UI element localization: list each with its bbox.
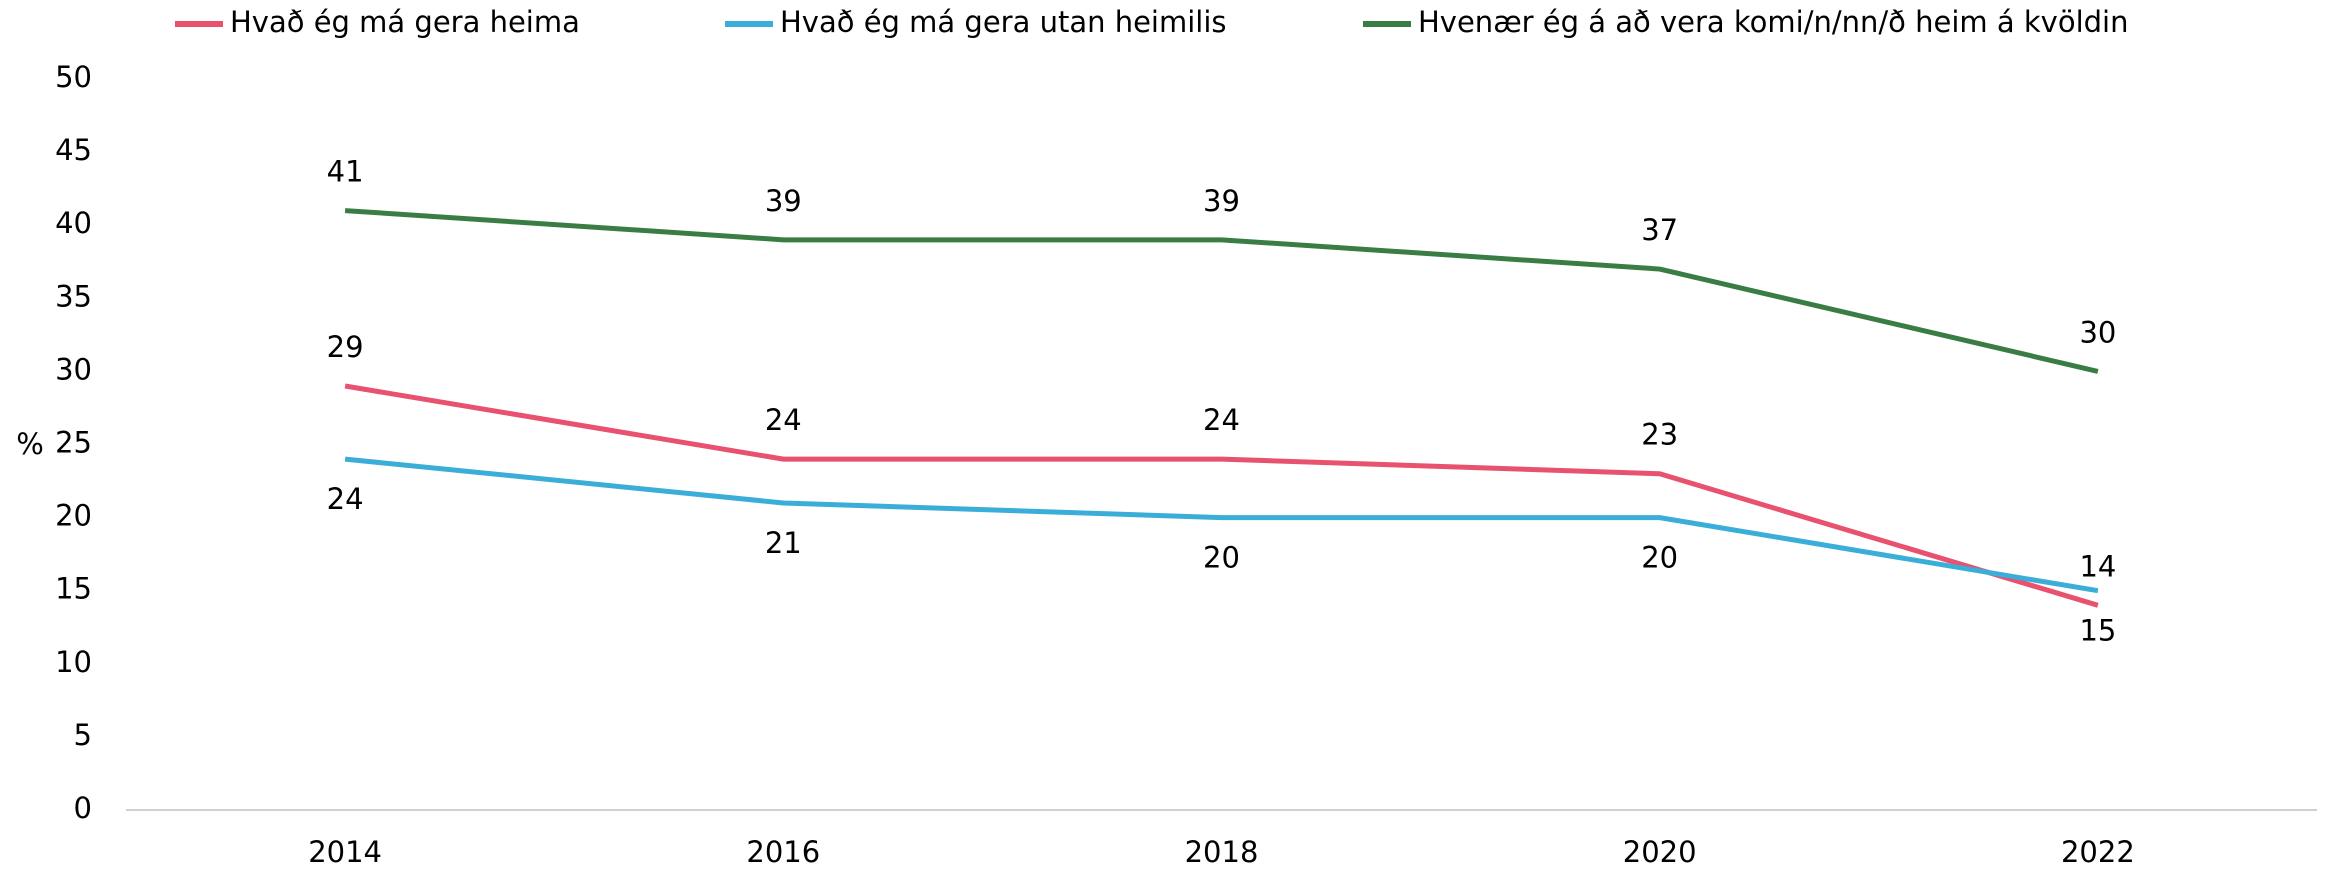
data-label: 24 — [1203, 403, 1240, 437]
x-tick-label: 2018 — [1185, 835, 1259, 869]
data-label: 24 — [765, 403, 802, 437]
y-tick-label: 0 — [74, 791, 92, 825]
y-tick-label: 5 — [74, 718, 92, 752]
series-line — [344, 208, 2099, 374]
x-tick-label: 2014 — [308, 835, 382, 869]
data-label: 39 — [765, 184, 802, 218]
series-line — [344, 383, 2099, 608]
y-tick-label: 20 — [55, 499, 92, 533]
y-tick-label: 45 — [55, 133, 92, 167]
data-label: 21 — [765, 526, 802, 560]
data-label: 24 — [327, 482, 364, 516]
y-tick-label: 25 — [55, 426, 92, 460]
x-tick-label: 2022 — [2061, 835, 2135, 869]
data-label: 30 — [2079, 315, 2116, 349]
data-label: 29 — [327, 330, 364, 364]
data-label: 41 — [327, 155, 364, 189]
y-tick-label: 15 — [55, 572, 92, 606]
x-tick-label: 2020 — [1623, 835, 1697, 869]
data-label: 20 — [1641, 541, 1678, 575]
y-tick-label: 30 — [55, 352, 92, 386]
data-label: 14 — [2079, 549, 2116, 583]
data-label: 15 — [2079, 614, 2116, 648]
x-tick-label: 2016 — [746, 835, 820, 869]
y-axis-label: % — [16, 427, 44, 461]
series-line — [344, 456, 2099, 594]
y-tick-label: 40 — [55, 206, 92, 240]
y-tick-label: 35 — [55, 279, 92, 313]
legend-label: Hvað ég má gera utan heimilis — [780, 5, 1227, 39]
y-tick-label: 10 — [55, 645, 92, 679]
data-label: 39 — [1203, 184, 1240, 218]
y-tick-label: 50 — [55, 60, 92, 94]
legend-label: Hvenær ég á að vera komi/n/nn/ð heim á k… — [1418, 5, 2128, 39]
data-label: 20 — [1203, 541, 1240, 575]
data-label: 37 — [1641, 213, 1678, 247]
data-label: 23 — [1641, 418, 1678, 452]
legend-label: Hvað ég má gera heima — [230, 5, 580, 39]
